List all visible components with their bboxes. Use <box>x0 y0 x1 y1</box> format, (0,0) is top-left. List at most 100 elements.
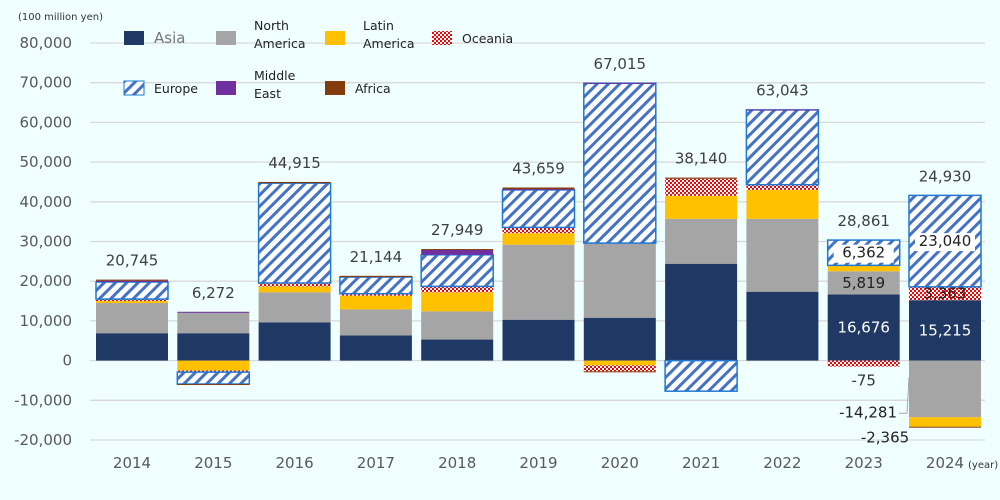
segment-label: 6,362 <box>842 244 885 262</box>
total-label: 44,915 <box>268 154 321 172</box>
bar-segment-asia-2024 <box>909 300 981 361</box>
bar-segment-asia-2015 <box>177 333 250 361</box>
bar-segment-latin-america-2021 <box>665 195 738 219</box>
y-tick-label: 70,000 <box>20 74 73 92</box>
legend-item-europe: Europe <box>123 80 198 96</box>
bar-segment-middle-east-2019 <box>502 189 575 191</box>
legend-label-line2: America <box>254 36 306 51</box>
bar-segment-north-america-2018 <box>421 311 494 340</box>
bar-segment-africa-2019 <box>502 187 575 190</box>
total-label: 63,043 <box>756 81 809 99</box>
y-tick-label: 40,000 <box>20 193 73 211</box>
legend-item-asia: Asia <box>124 29 185 47</box>
bar-segment-oceania-2023 <box>827 360 900 367</box>
legend-label: North <box>254 18 289 33</box>
bar-segment-latin-america-2024 <box>909 417 981 427</box>
y-tick-label: 10,000 <box>20 312 73 330</box>
bar-segment-oceania-2022 <box>746 184 819 190</box>
legend: Asia North America Latin America Oceania Europ… <box>123 18 513 101</box>
legend-label: Europe <box>154 81 198 96</box>
legend-label: Asia <box>154 29 185 47</box>
bar-segment-oceania-2014 <box>96 299 168 302</box>
bar-segment-latin-america-2023 <box>827 265 900 272</box>
bar-segment-middle-east-2022 <box>746 109 819 111</box>
data-labels: 20,745 6,272 44,915 21,144 27,949 43,659 67,01… <box>106 55 975 447</box>
bar-segment-asia-2021 <box>665 263 738 361</box>
bar-segment-north-america-2019 <box>502 244 575 320</box>
bar-segment-latin-america-2022 <box>746 189 819 219</box>
bar-segment-africa-2017 <box>339 275 412 278</box>
x-tick-label: 2024 <box>926 454 964 472</box>
segment-label: 16,676 <box>837 318 890 336</box>
bar-segment-asia-2020 <box>583 317 656 361</box>
legend-swatch <box>123 80 145 96</box>
x-tick-label: 2022 <box>763 454 801 472</box>
bar-segment-latin-america-2018 <box>421 292 494 312</box>
bar-segment-europe-2014 <box>95 281 169 300</box>
total-label: 20,745 <box>106 252 159 270</box>
x-tick-label: 2014 <box>113 454 151 472</box>
bar-segment-north-america-2022 <box>746 218 819 292</box>
total-label: 38,140 <box>675 150 728 168</box>
bar-segment-north-america-2017 <box>339 309 412 336</box>
x-tick-label: 2020 <box>601 454 639 472</box>
legend-item-latin-america: Latin America <box>325 18 415 51</box>
x-tick-label: 2019 <box>519 454 557 472</box>
x-tick-label: 2023 <box>845 454 883 472</box>
y-tick-label: 0 <box>62 352 72 370</box>
x-tick-label: 2017 <box>357 454 395 472</box>
bar-segment-europe-2018 <box>420 254 494 288</box>
y-tick-label: 30,000 <box>20 233 73 251</box>
total-label: 27,949 <box>431 221 484 239</box>
x-unit-label: (year) <box>968 460 998 471</box>
bar-segment-middle-east-2015 <box>177 311 250 313</box>
bar-segment-africa-2014 <box>96 279 168 281</box>
bar-segment-europe-2020 <box>583 82 657 244</box>
bar-segment-oceania-2017 <box>339 293 412 296</box>
legend-item-middle-east: Middle East <box>216 68 296 101</box>
y-tick-label: 20,000 <box>20 272 73 290</box>
bar-segment-north-america-2021 <box>665 218 738 264</box>
bar-segment-europe-2016 <box>257 182 332 284</box>
y-tick-label: 80,000 <box>20 34 73 52</box>
bar-segment-africa-2020 <box>583 371 656 373</box>
segment-label: -75 <box>851 372 876 390</box>
bar-segment-north-america-2023 <box>827 271 900 295</box>
total-label: 67,015 <box>594 55 647 73</box>
legend-label: Africa <box>355 81 391 96</box>
y-tick-label: -20,000 <box>14 431 72 449</box>
total-label: 43,659 <box>512 160 565 178</box>
legend-label-line2: East <box>254 86 281 101</box>
segment-label: 15,215 <box>919 321 972 339</box>
legend-item-oceania: Oceania <box>432 31 513 46</box>
legend-item-north-america: North America <box>216 18 306 51</box>
bar-segment-europe-2017 <box>339 276 413 295</box>
bar-segment-asia-2022 <box>746 291 819 361</box>
bar-segment-latin-america-2016 <box>258 286 331 293</box>
bar-segment-north-america-2016 <box>258 292 331 323</box>
total-label: 24,930 <box>919 167 972 185</box>
segment-label: 23,040 <box>919 232 972 250</box>
bars <box>95 82 982 428</box>
bar-segment-middle-east-2014 <box>96 280 168 282</box>
bar-segment-middle-east-2018 <box>421 249 494 255</box>
bar-segment-asia-2016 <box>258 322 331 361</box>
bar-segment-africa-2018 <box>421 249 494 251</box>
bar-segment-europe-2015 <box>176 371 251 385</box>
y-tick-label: 60,000 <box>20 113 73 131</box>
bar-segment-latin-america-2020 <box>583 360 656 366</box>
bar-segment-latin-america-2014 <box>96 301 168 304</box>
bar-segment-oceania-2018 <box>421 286 494 293</box>
legend-swatch <box>216 31 236 45</box>
total-label: 6,272 <box>192 284 235 302</box>
bar-segment-middle-east-2020 <box>583 82 656 84</box>
bar-segment-asia-2017 <box>339 335 412 361</box>
bar-segment-latin-america-2017 <box>339 295 412 310</box>
label-background <box>833 244 894 263</box>
legend-label: Middle <box>254 68 296 83</box>
legend-swatch <box>325 31 345 45</box>
bar-segment-oceania-2019 <box>502 227 575 234</box>
bar-segment-north-america-2014 <box>96 303 168 334</box>
unit-label: (100 million yen) <box>18 12 103 23</box>
